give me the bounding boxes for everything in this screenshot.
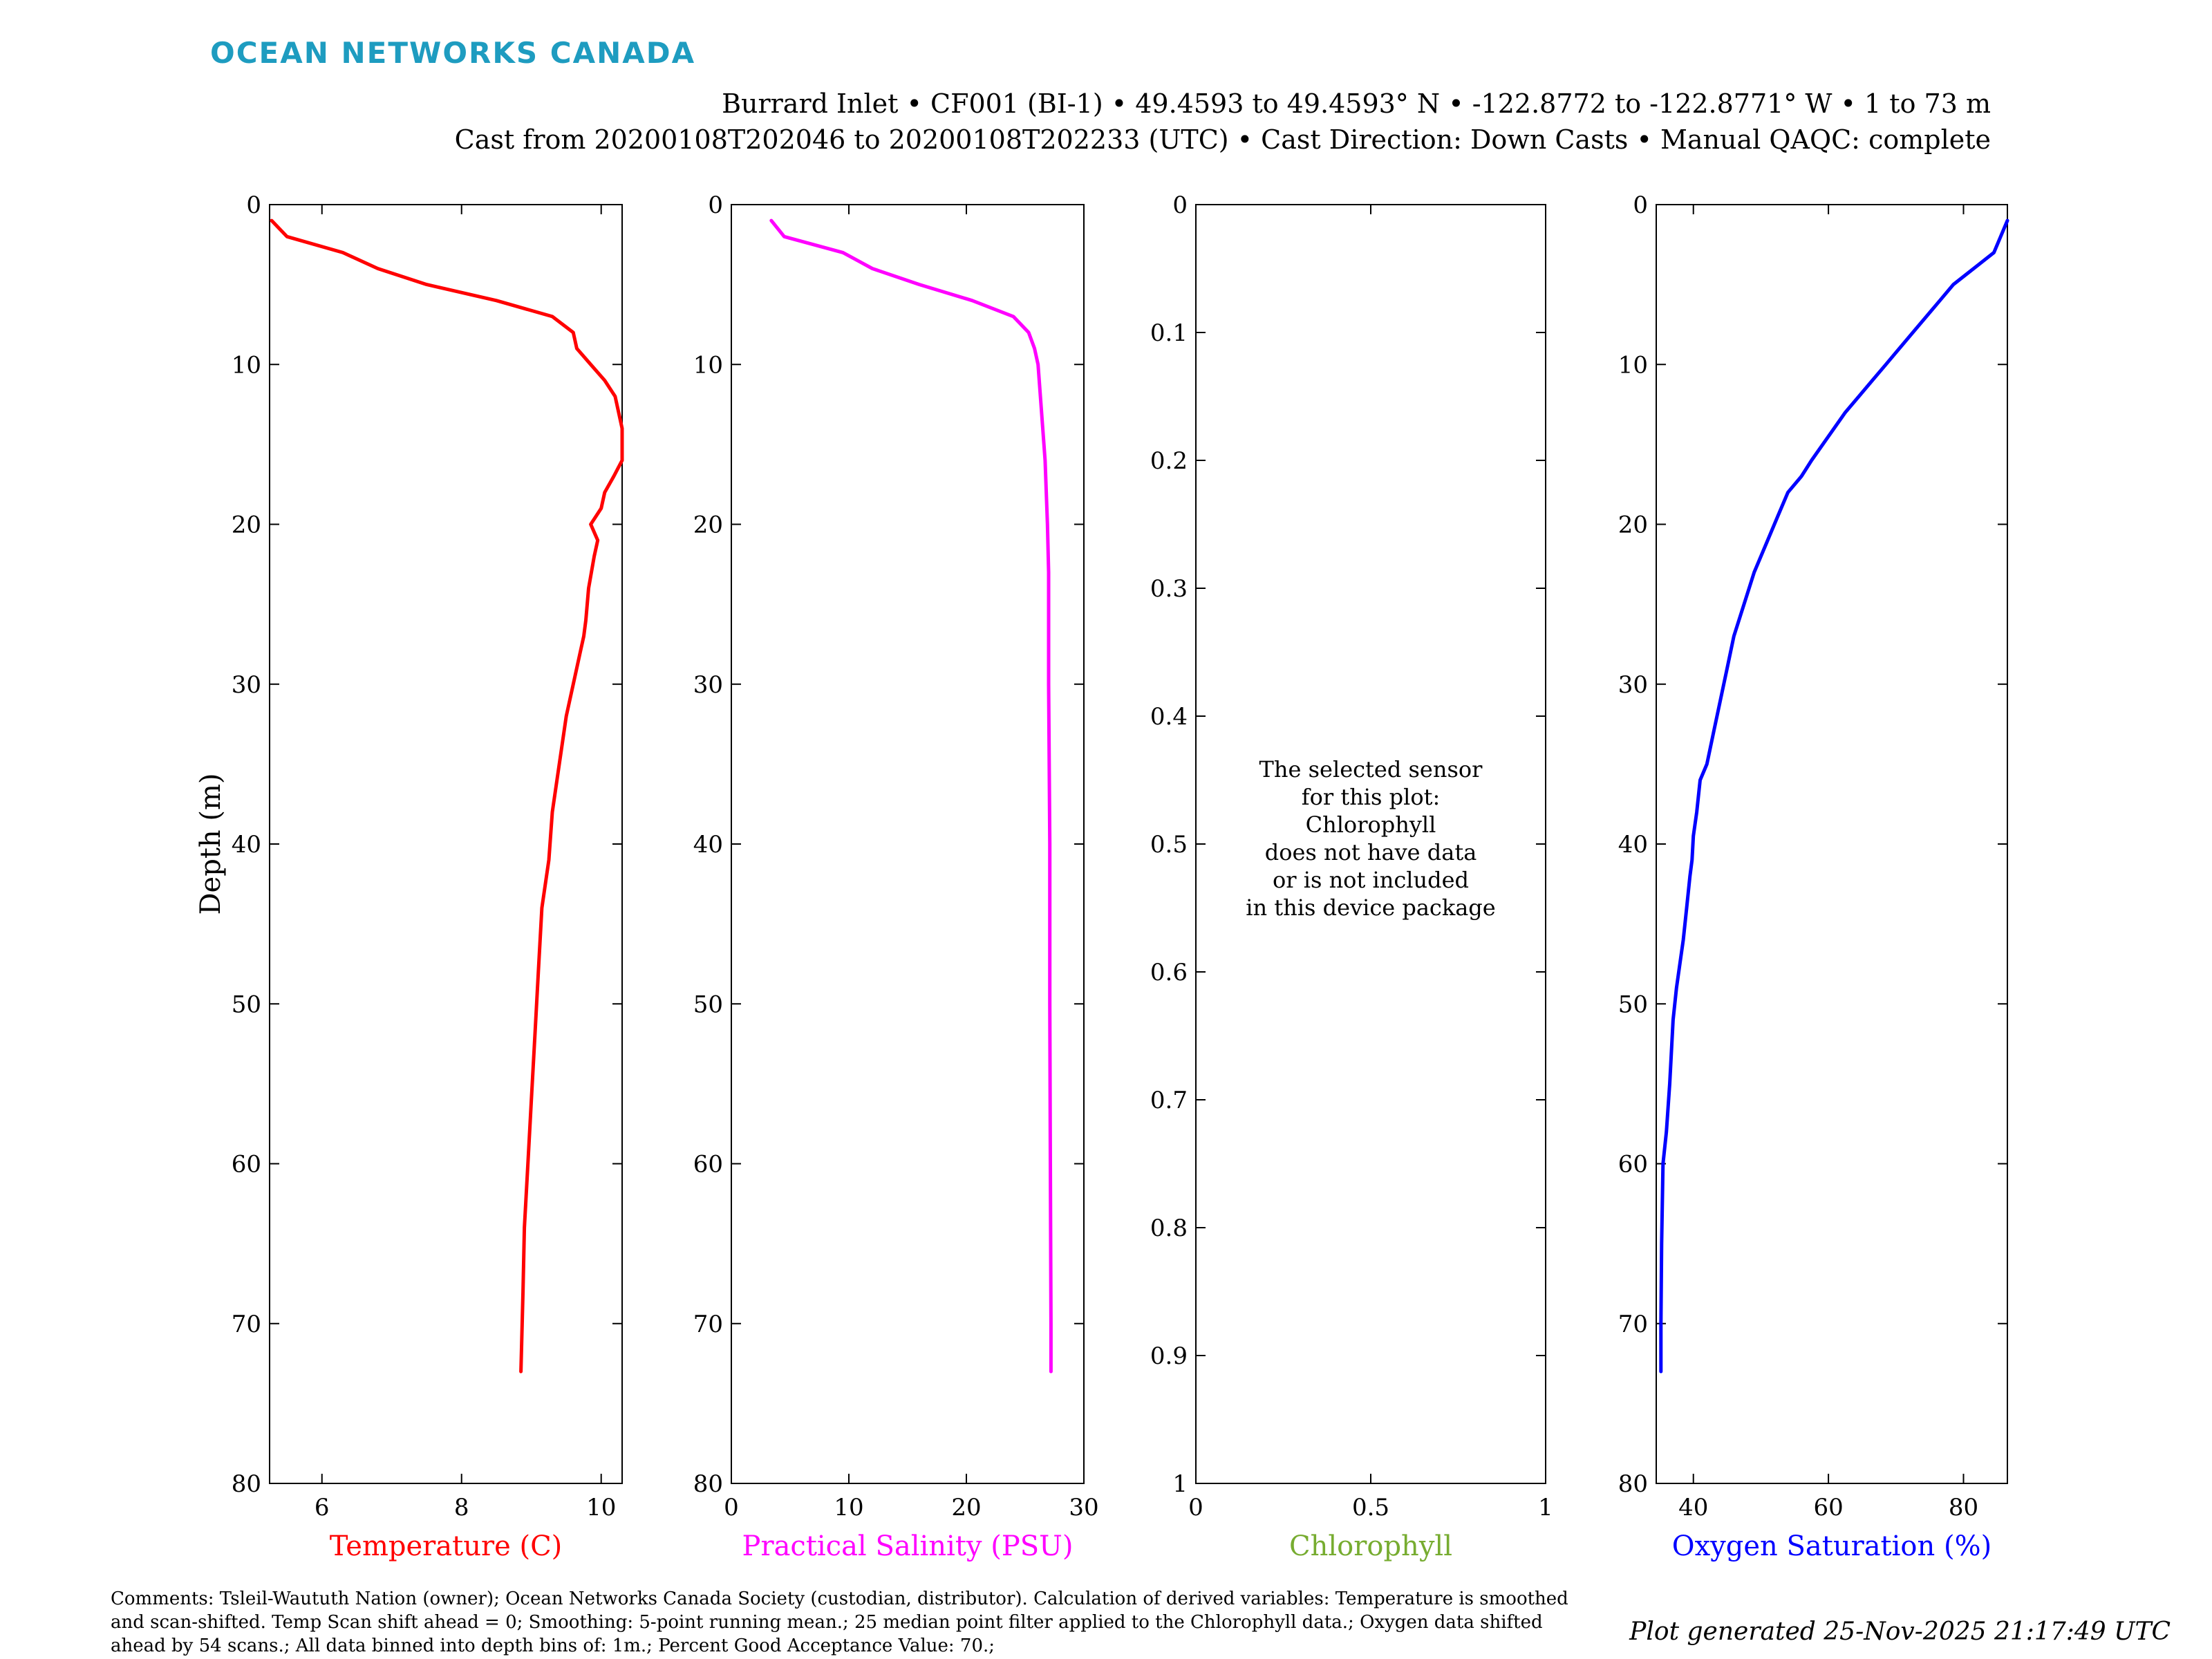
y-tick-label: 50 — [1618, 991, 1648, 1018]
y-tick-label: 0 — [1172, 191, 1188, 219]
y-tick-label: 1 — [1172, 1470, 1188, 1498]
series-line-1 — [270, 218, 624, 1374]
series-line-4 — [1659, 218, 2009, 1374]
y-tick-label: 0.8 — [1150, 1215, 1188, 1242]
x-tick-label: 8 — [454, 1494, 469, 1521]
y-tick-label: 20 — [693, 512, 723, 539]
x-tick-label: 30 — [1069, 1494, 1098, 1521]
x-tick-label: 10 — [586, 1494, 616, 1521]
x-tick-label: 20 — [951, 1494, 981, 1521]
ocean-networks-canada-logo: OCEAN NETWORKS CANADA — [210, 36, 696, 70]
axes-box-1 — [269, 204, 623, 1484]
series-line-2 — [769, 218, 1053, 1374]
plot-title-line2: Cast from 20200108T202046 to 20200108T20… — [454, 124, 1991, 155]
y-tick-label: 0 — [246, 191, 261, 219]
plot-generated-timestamp: Plot generated 25-Nov-2025 21:17:49 UTC — [1629, 1618, 2171, 1646]
x-tick-label: 0 — [1188, 1494, 1203, 1521]
y-tick-label: 10 — [1618, 351, 1648, 379]
y-tick-label: 60 — [1618, 1151, 1648, 1179]
y-tick-label: 30 — [232, 671, 261, 699]
no-data-message-line: The selected sensor — [1259, 756, 1483, 782]
y-tick-label: 10 — [232, 351, 261, 379]
y-tick-label: 30 — [693, 671, 723, 699]
y-tick-label: 80 — [693, 1470, 723, 1498]
y-tick-label: 40 — [693, 831, 723, 859]
y-tick-label: 0.3 — [1150, 575, 1188, 603]
y-tick-label: 60 — [232, 1151, 261, 1179]
y-tick-label: 40 — [232, 831, 261, 859]
y-tick-label: 20 — [232, 512, 261, 539]
y-tick-label: 0.5 — [1150, 831, 1188, 859]
y-tick-label: 80 — [232, 1470, 261, 1498]
x-tick-label: 40 — [1678, 1494, 1708, 1521]
x-tick-label: 10 — [834, 1494, 863, 1521]
y-tick-label: 70 — [232, 1311, 261, 1338]
y-tick-label: 0.4 — [1150, 703, 1188, 731]
y-tick-label: 50 — [693, 991, 723, 1018]
y-tick-label: 0 — [708, 191, 723, 219]
y-tick-label: 40 — [1618, 831, 1648, 859]
y-tick-label: 50 — [232, 991, 261, 1018]
y-tick-label: 0.6 — [1150, 959, 1188, 986]
y-tick-label: 80 — [1618, 1470, 1648, 1498]
x-axis-label-1: Temperature (C) — [330, 1530, 563, 1562]
y-tick-label: 30 — [1618, 671, 1648, 699]
plot-title-line1: Burrard Inlet • CF001 (BI-1) • 49.4593 t… — [722, 88, 1991, 119]
y-axis-label: Depth (m) — [195, 773, 227, 915]
axes-box-4 — [1656, 204, 2008, 1484]
x-tick-label: 1 — [1538, 1494, 1553, 1521]
y-tick-label: 0.1 — [1150, 319, 1188, 347]
no-data-message-line: does not have data — [1265, 839, 1477, 865]
no-data-message-line: for this plot: — [1302, 784, 1441, 810]
x-axis-label-2: Practical Salinity (PSU) — [742, 1530, 1074, 1562]
y-tick-label: 20 — [1618, 512, 1648, 539]
y-tick-label: 0 — [1633, 191, 1648, 219]
x-tick-label: 60 — [1813, 1494, 1843, 1521]
comments-text: Comments: Tsleil-Waututh Nation (owner);… — [111, 1588, 1568, 1656]
x-tick-label: 0 — [724, 1494, 739, 1521]
no-data-message-line: Chlorophyll — [1306, 812, 1436, 838]
x-axis-label-4: Oxygen Saturation (%) — [1672, 1530, 1991, 1562]
x-tick-label: 0.5 — [1352, 1494, 1389, 1521]
no-data-message-line: or is not included — [1273, 867, 1469, 893]
axes-box-2 — [731, 204, 1085, 1484]
y-tick-label: 0.9 — [1150, 1342, 1188, 1370]
no-data-message-line: in this device package — [1246, 894, 1495, 921]
x-axis-label-3: Chlorophyll — [1289, 1530, 1452, 1562]
x-tick-label: 80 — [1949, 1494, 1978, 1521]
y-tick-label: 0.2 — [1150, 447, 1188, 475]
y-tick-label: 0.7 — [1150, 1087, 1188, 1114]
y-tick-label: 70 — [693, 1311, 723, 1338]
x-tick-label: 6 — [315, 1494, 330, 1521]
y-tick-label: 70 — [1618, 1311, 1648, 1338]
y-tick-label: 60 — [693, 1151, 723, 1179]
y-tick-label: 10 — [693, 351, 723, 379]
